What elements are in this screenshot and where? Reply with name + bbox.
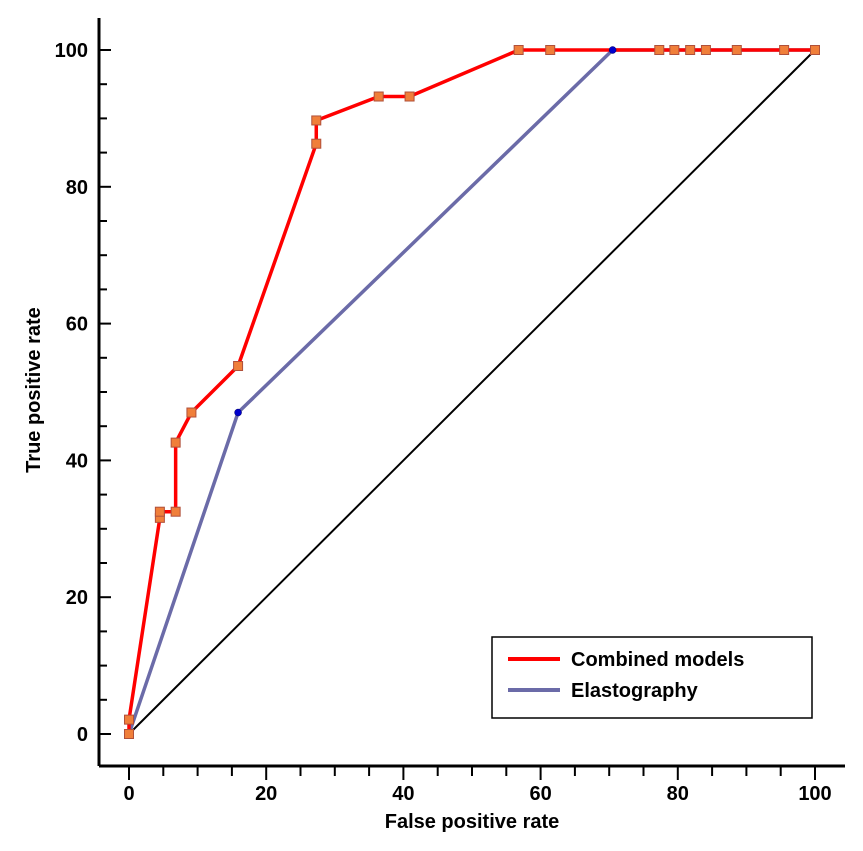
data-point-elastography (234, 408, 242, 417)
data-point-combined (170, 437, 181, 448)
data-point-combined (404, 91, 415, 102)
reference-diagonal-line (128, 49, 816, 735)
data-point-combined (124, 714, 134, 725)
x-tick-label: 20 (255, 783, 277, 805)
data-point-combined (186, 407, 197, 418)
data-point-combined (170, 506, 181, 517)
x-axis-title: False positive rate (385, 811, 560, 833)
y-axis-title: True positive rate (23, 307, 45, 473)
x-tick-label: 40 (392, 783, 414, 805)
x-tick-label: 100 (798, 783, 831, 805)
legend-label-combined: Combined models (571, 649, 744, 671)
y-tick-label: 100 (55, 40, 88, 62)
y-tick-label: 0 (77, 724, 88, 746)
legend-label-elastography: Elastography (571, 680, 699, 702)
data-point-combined (731, 45, 742, 55)
x-tick-label: 80 (667, 783, 689, 805)
data-point-combined (685, 45, 696, 55)
legend: Combined models Elastography (491, 636, 813, 719)
data-point-combined (810, 45, 820, 55)
y-tick-label: 40 (66, 450, 88, 472)
plot-area (124, 45, 820, 739)
data-point-combined (154, 506, 165, 517)
ticks: 0 20 40 60 80 100 0 20 40 60 80 100 (55, 40, 832, 805)
data-point-combined (311, 138, 322, 149)
data-point-combined (669, 45, 680, 55)
y-tick-label: 80 (66, 177, 88, 199)
y-tick-label: 20 (66, 587, 88, 609)
data-point-combined (779, 45, 790, 55)
data-point-combined (373, 91, 384, 102)
data-point-combined (700, 45, 711, 55)
data-point-combined (233, 361, 244, 372)
x-tick-label: 60 (529, 783, 551, 805)
data-point-combined (545, 45, 556, 55)
legend-box (491, 636, 813, 719)
data-point-combined (311, 115, 322, 126)
data-point-combined (124, 729, 134, 739)
data-point-combined (513, 45, 524, 55)
x-tick-label: 0 (123, 783, 134, 805)
y-tick-label: 60 (66, 314, 88, 336)
data-point-combined (654, 45, 665, 55)
data-point-elastography (608, 46, 617, 54)
